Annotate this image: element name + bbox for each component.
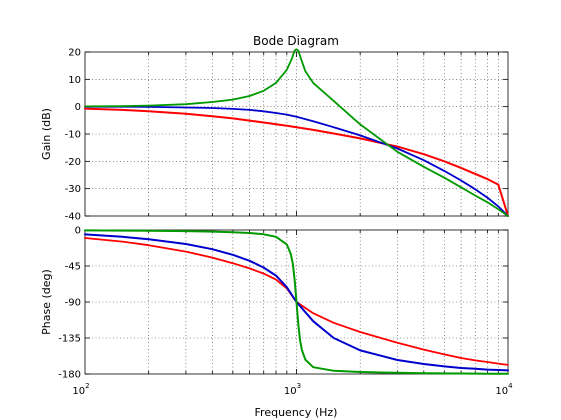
phase-panel: 0 -45 -90 -135 -180 Phase (deg) 102 103 104 bbox=[40, 226, 513, 398]
x-tick-label: 103 bbox=[284, 382, 301, 397]
x-tick-label: 104 bbox=[495, 382, 513, 397]
phase-y-axis-label: Phase (deg) bbox=[40, 269, 53, 335]
phase-series-line-2 bbox=[84, 233, 509, 372]
phase-y-tick-label: -135 bbox=[58, 334, 81, 345]
gain-series-line-3 bbox=[84, 48, 509, 217]
gain-y-tick-label: 0 bbox=[75, 102, 81, 113]
phase-y-tick-label: -180 bbox=[58, 370, 81, 381]
phase-y-tick-label: -90 bbox=[65, 298, 81, 309]
x-tick-label: 102 bbox=[72, 382, 89, 397]
gain-y-axis-label: Gain (dB) bbox=[40, 108, 53, 160]
gain-y-tick-label: -20 bbox=[65, 157, 81, 168]
phase-y-tick-label: -45 bbox=[65, 262, 81, 273]
gain-y-tick-label: -40 bbox=[65, 212, 81, 223]
chart-title: Bode Diagram bbox=[253, 34, 339, 48]
gain-y-tick-label: 20 bbox=[68, 48, 81, 59]
gain-y-tick-label: -10 bbox=[65, 130, 81, 141]
gain-series-line-2 bbox=[84, 105, 509, 217]
gain-series-line-1 bbox=[84, 107, 509, 217]
gain-y-tick-label: -30 bbox=[65, 184, 81, 195]
gain-panel: 20 10 0 -10 -20 -30 -40 Gain (dB) bbox=[40, 48, 509, 223]
phase-y-tick-label: 0 bbox=[75, 226, 81, 237]
phase-series-line-3 bbox=[84, 229, 509, 375]
phase-series-line-1 bbox=[84, 237, 509, 366]
x-axis-label: Frequency (Hz) bbox=[255, 406, 338, 419]
gain-y-tick-label: 10 bbox=[68, 75, 81, 86]
